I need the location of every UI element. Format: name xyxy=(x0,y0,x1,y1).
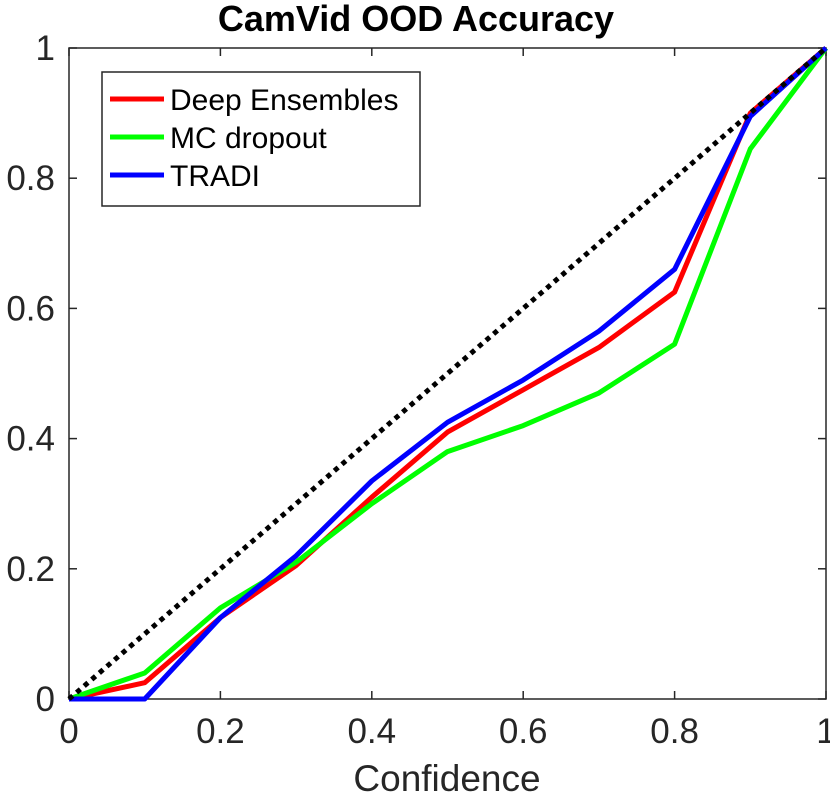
x-tick-label: 0.2 xyxy=(196,712,245,751)
series-lines xyxy=(67,46,828,702)
series-line-tradi xyxy=(69,46,828,702)
y-tick-label: 0.6 xyxy=(6,289,55,328)
series-line-deep-ensembles xyxy=(68,46,828,702)
y-tick-label: 0.4 xyxy=(6,420,55,459)
x-tick-label: 0 xyxy=(59,712,78,751)
x-tick-label: 0.8 xyxy=(650,712,699,751)
y-tick-label: 1 xyxy=(36,29,55,68)
legend: Deep Ensembles MC dropout TRADI xyxy=(101,71,421,207)
y-tick-label: 0 xyxy=(36,680,55,719)
x-tick-label: 1 xyxy=(816,712,830,751)
series-line-mc-dropout xyxy=(68,46,828,702)
chart-title: CamVid OOD Accuracy xyxy=(218,0,614,39)
y-tick-label: 0.8 xyxy=(6,159,55,198)
legend-label: TRADI xyxy=(170,160,260,193)
reference-line xyxy=(67,46,828,701)
legend-label: Deep Ensembles xyxy=(170,84,398,117)
y-tick-label: 0.2 xyxy=(6,550,55,589)
axis-ticks: 0 0.2 0.4 0.6 0.8 1 0 0.2 0.4 0.6 0.8 1 xyxy=(6,29,830,751)
x-tick-label: 0.4 xyxy=(347,712,396,751)
x-tick-label: 0.6 xyxy=(499,712,548,751)
legend-label: MC dropout xyxy=(170,122,327,155)
axes-box xyxy=(68,47,827,700)
x-axis-title: Confidence xyxy=(353,758,540,797)
